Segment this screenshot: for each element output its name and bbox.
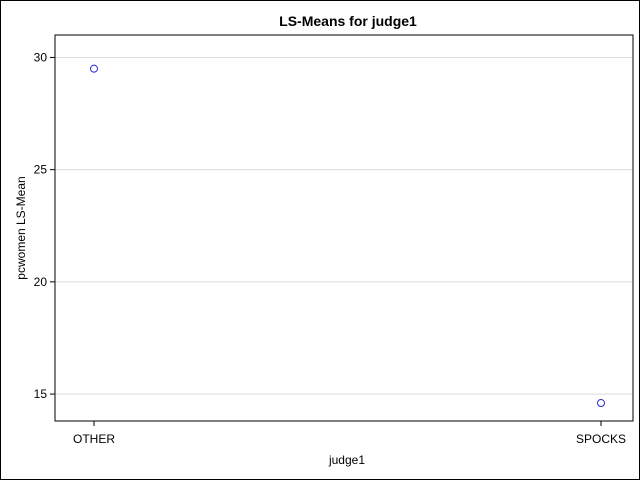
y-axis-label: pcwomen LS-Mean — [14, 176, 28, 279]
plot-area — [54, 34, 634, 422]
y-tick-label-15: 15 — [34, 387, 48, 401]
gridlines — [56, 56, 632, 395]
x-axis-label: judge1 — [328, 453, 365, 467]
data-points — [90, 64, 605, 408]
chart-title: LS-Means for judge1 — [279, 13, 417, 29]
y-tick-label-20: 20 — [34, 275, 48, 289]
x-tick-label-other: OTHER — [73, 432, 115, 446]
y-tick-label-30: 30 — [34, 50, 48, 64]
y-axis: 15 20 25 30 — [34, 50, 55, 401]
data-point-other — [90, 64, 98, 73]
x-axis: OTHER SPOCKS — [73, 421, 626, 446]
y-tick-label-25: 25 — [34, 163, 48, 177]
data-point-spocks — [597, 399, 605, 408]
x-tick-label-spocks: SPOCKS — [576, 432, 626, 446]
